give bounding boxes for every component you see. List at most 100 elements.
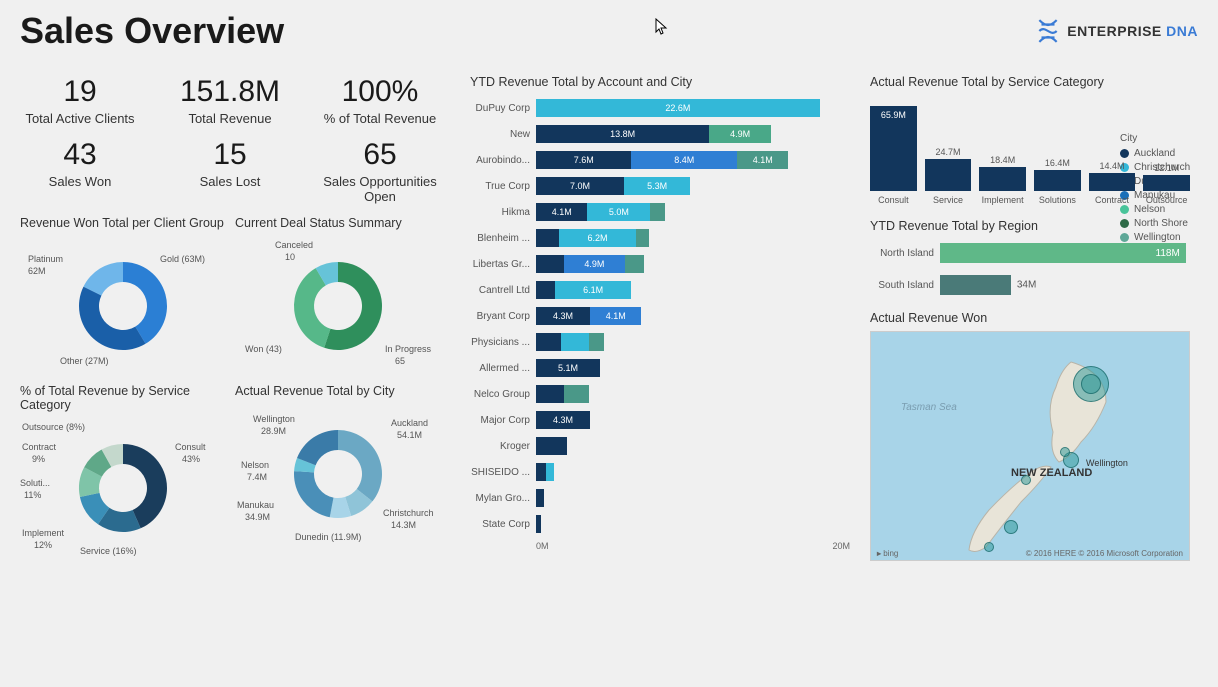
kpi-value: 65 <box>320 138 440 172</box>
bar-track: 22.6M <box>536 99 850 117</box>
donut-slice-label: 11% <box>24 490 41 500</box>
stacked-bar-row[interactable]: Bryant Corp4.3M4.1M <box>470 303 850 329</box>
stacked-bar-row[interactable]: Hikma4.1M5.0M <box>470 199 850 225</box>
region-bar-row[interactable]: South Island 34M <box>870 271 1190 299</box>
column-bar[interactable]: 12.1MOutsource <box>1143 163 1190 205</box>
donut-svg <box>278 414 398 534</box>
donut-deal-status[interactable]: Current Deal Status Summary Canceled10In… <box>235 216 440 376</box>
bar-segment <box>589 333 604 351</box>
bar-segment <box>536 255 564 273</box>
stacked-bar-chart[interactable]: CityAucklandChristchurchDunedinManukauNe… <box>470 95 850 551</box>
service-column-chart[interactable]: 65.9MConsult24.7MService18.4MImplement16… <box>870 95 1190 205</box>
bar-track: 118M <box>940 243 1190 263</box>
bar-segment: 22.6M <box>536 99 820 117</box>
bar-segment <box>564 385 589 403</box>
row-label: Hikma <box>470 207 536 218</box>
row-label: DuPuy Corp <box>470 103 536 114</box>
bar-segment <box>536 385 564 403</box>
bar-value: 34M <box>1017 280 1036 291</box>
column-bar[interactable]: 16.4MSolutions <box>1034 158 1081 205</box>
stacked-bar-row[interactable]: Physicians ... <box>470 329 850 355</box>
bar <box>1143 175 1190 191</box>
chart-title: Actual Revenue Total by Service Category <box>870 75 1190 89</box>
column-bar[interactable]: 14.4MContract <box>1089 161 1136 206</box>
donut-service-pct[interactable]: % of Total Revenue by Service Category O… <box>20 384 225 558</box>
stacked-bar-row[interactable]: Libertas Gr...4.9M <box>470 251 850 277</box>
stacked-bar-row[interactable]: Kroger <box>470 433 850 459</box>
bar-segment <box>536 463 546 481</box>
donut-slice-label: Other (27M) <box>60 356 109 366</box>
map-bubble[interactable] <box>1081 374 1101 394</box>
kpi-card: 65Sales Opportunities Open <box>320 138 440 204</box>
bar <box>1089 173 1136 192</box>
stacked-bar-row[interactable]: Major Corp4.3M <box>470 407 850 433</box>
row-label: Blenheim ... <box>470 233 536 244</box>
stacked-bar-row[interactable]: New13.8M4.9M <box>470 121 850 147</box>
kpi-card: 15Sales Lost <box>170 138 290 204</box>
bar-segment: 4.3M <box>536 307 590 325</box>
x-axis: 0M20M <box>536 541 850 551</box>
bar-label: Consult <box>878 195 909 205</box>
bar-segment: 13.8M <box>536 125 709 143</box>
bar-track: 4.9M <box>536 255 850 273</box>
region-bar-chart[interactable]: North Island118M South Island 34M <box>870 239 1190 299</box>
bar-segment <box>536 437 567 455</box>
stacked-bar-row[interactable]: True Corp7.0M5.3M <box>470 173 850 199</box>
map-attribution: © 2016 HERE © 2016 Microsoft Corporation <box>1026 549 1183 558</box>
map-bubble[interactable] <box>1004 520 1018 534</box>
bar-segment: 7.0M <box>536 177 624 195</box>
map-bubble[interactable] <box>1021 475 1031 485</box>
bar-track <box>536 463 850 481</box>
row-label: SHISEIDO ... <box>470 467 536 478</box>
bar-segment <box>561 333 589 351</box>
donut-city-revenue[interactable]: Actual Revenue Total by City Wellington2… <box>235 384 440 558</box>
bar-track: 13.8M4.9M <box>536 125 850 143</box>
donut-slice-label: Service (16%) <box>80 546 137 556</box>
bar-track: 6.1M <box>536 281 850 299</box>
middle-column: YTD Revenue Total by Account and City Ci… <box>470 75 850 551</box>
stacked-bar-row[interactable]: Nelco Group <box>470 381 850 407</box>
chart-title h: Actual Revenue Total by City <box>235 384 440 398</box>
bar-track: 7.6M8.4M4.1M <box>536 151 850 169</box>
stacked-bar-row[interactable]: SHISEIDO ... <box>470 459 850 485</box>
stacked-bar-row[interactable]: DuPuy Corp22.6M <box>470 95 850 121</box>
donut-slice-label: Won (43) <box>245 344 282 354</box>
donut-slice-label: 62M <box>28 266 46 276</box>
column-bar[interactable]: 18.4MImplement <box>979 155 1026 205</box>
bar: 118M <box>940 243 1186 263</box>
bar-segment: 7.6M <box>536 151 631 169</box>
map[interactable]: Tasman SeaNEW ZEALANDWellington▸ bing© 2… <box>870 331 1190 561</box>
donut-client-group[interactable]: Revenue Won Total per Client Group Gold … <box>20 216 225 376</box>
bar-track <box>536 333 850 351</box>
donut-svg <box>63 428 183 548</box>
bar <box>979 167 1026 191</box>
stacked-bar-row[interactable]: Allermed ...5.1M <box>470 355 850 381</box>
column-bar[interactable]: 24.7MService <box>925 147 972 205</box>
kpi-label: Sales Won <box>20 174 140 189</box>
row-label: Allermed ... <box>470 363 536 374</box>
stacked-bar-row[interactable]: Blenheim ...6.2M <box>470 225 850 251</box>
map-bubble[interactable] <box>1060 447 1070 457</box>
map-bubble[interactable] <box>984 542 994 552</box>
row-label: Cantrell Ltd <box>470 285 536 296</box>
row-label: South Island <box>870 280 940 291</box>
row-label: Mylan Gro... <box>470 493 536 504</box>
dna-icon <box>1035 18 1061 44</box>
stacked-bar-row[interactable]: State Corp <box>470 511 850 537</box>
donut-slice-label: 43% <box>182 454 200 464</box>
stacked-bar-row[interactable]: Aurobindo...7.6M8.4M4.1M <box>470 147 850 173</box>
kpi-value: 151.8M <box>170 75 290 109</box>
bar-label: Solutions <box>1039 195 1076 205</box>
bar-label: Service <box>933 195 963 205</box>
region-bar-row[interactable]: North Island118M <box>870 239 1190 267</box>
donut-slice-label: Gold (63M) <box>160 254 205 264</box>
stacked-bar-row[interactable]: Mylan Gro... <box>470 485 850 511</box>
column-bar[interactable]: 65.9MConsult <box>870 106 917 205</box>
chart-title: % of Total Revenue by Service Category <box>20 384 225 412</box>
bar-segment <box>625 255 644 273</box>
stacked-bar-row[interactable]: Cantrell Ltd6.1M <box>470 277 850 303</box>
donut-slice-label: 9% <box>32 454 45 464</box>
donut-slice-label: Canceled <box>275 240 313 250</box>
bar-track <box>536 437 850 455</box>
kpi-card: 43Sales Won <box>20 138 140 204</box>
